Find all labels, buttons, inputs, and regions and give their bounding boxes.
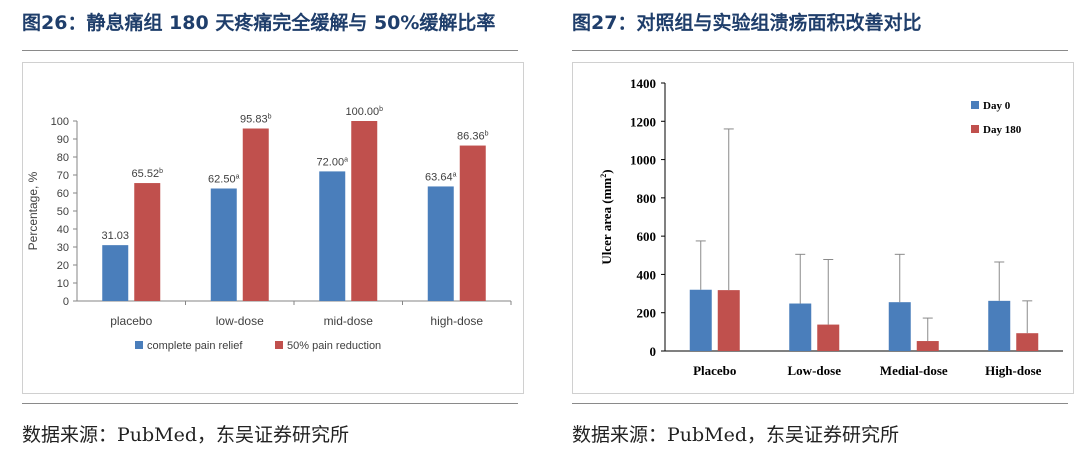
pain-relief-chart-frame: 0 10 20 30 40 50 60 70 80 90 100 Percentage, % place… xyxy=(22,62,524,394)
half-reduction-bar xyxy=(459,145,486,301)
x-category-label: Low-dose xyxy=(788,363,842,378)
y-axis-label-superscript: 2 xyxy=(599,174,608,178)
day0-bar xyxy=(888,302,911,351)
y-tick-label: 800 xyxy=(637,191,657,206)
figure-27-source: 数据来源：PubMed，东吴证券研究所 xyxy=(572,424,900,446)
significance-superscript: a xyxy=(236,174,240,181)
y-tick-label: 10 xyxy=(57,278,69,290)
bar-value-label: 62.50a xyxy=(208,174,240,186)
legend-swatch xyxy=(135,341,143,349)
bottom-divider xyxy=(572,403,1068,404)
day180-bar xyxy=(717,290,740,351)
complete-relief-bar xyxy=(319,171,346,301)
y-tick-label: 0 xyxy=(63,296,69,308)
top-divider xyxy=(572,50,1068,51)
y-tick-label: 1200 xyxy=(630,114,656,129)
y-tick-label: 1400 xyxy=(630,76,656,91)
significance-superscript: b xyxy=(379,106,383,113)
figure-27-panel: 图27：对照组与实验组溃疡面积改善对比 0 200 400 600 800 1000 120… xyxy=(550,0,1080,455)
y-tick-label: 1000 xyxy=(630,153,656,168)
pain-relief-bar-chart: 0 10 20 30 40 50 60 70 80 90 100 Percentage, % place… xyxy=(26,106,512,352)
legend-label: Day 180 xyxy=(983,124,1022,136)
y-axis-label-main: Ulcer area (mm xyxy=(599,178,614,265)
day0-bar xyxy=(988,300,1011,351)
y-tick-label: 90 xyxy=(57,134,69,146)
ulcer-area-chart-frame: 0 200 400 600 800 1000 1200 1400 Ulcer area (mm2… xyxy=(572,62,1074,394)
figure-26-title: 图26：静息痛组 180 天疼痛完全缓解与 50%缓解比率 xyxy=(22,12,496,34)
y-tick-label: 70 xyxy=(57,170,69,182)
legend-swatch xyxy=(971,101,979,109)
x-category-label: low-dose xyxy=(216,314,264,328)
y-tick-label: 60 xyxy=(57,188,69,200)
x-category-label: placebo xyxy=(110,314,152,328)
legend-label: 50% pain reduction xyxy=(287,340,381,352)
y-tick-label: 200 xyxy=(637,306,657,321)
y-tick-label: 20 xyxy=(57,260,69,272)
bar-value-label: 31.03 xyxy=(101,230,129,242)
y-tick-label: 600 xyxy=(637,229,657,244)
x-category-label: high-dose xyxy=(430,314,483,328)
complete-relief-bar xyxy=(427,186,454,301)
significance-superscript: b xyxy=(268,114,272,121)
significance-superscript: b xyxy=(485,131,489,138)
x-category-label: mid-dose xyxy=(324,314,374,328)
bar-value-label: 86.36b xyxy=(457,131,489,143)
figure-27-title: 图27：对照组与实验组溃疡面积改善对比 xyxy=(572,12,922,34)
day0-bar xyxy=(689,289,712,351)
half-reduction-bar xyxy=(242,128,269,301)
ulcer-area-bar-chart: 0 200 400 600 800 1000 1200 1400 Ulcer area (mm2… xyxy=(599,76,1063,378)
y-tick-label: 400 xyxy=(637,267,657,282)
significance-superscript: b xyxy=(159,168,163,175)
y-axis-label-end: ) xyxy=(599,169,614,173)
y-tick-label: 50 xyxy=(57,206,69,218)
legend-label: complete pain relief xyxy=(147,340,243,352)
x-category-label: Placebo xyxy=(693,363,736,378)
bar-value-label: 100.00b xyxy=(345,106,383,118)
half-reduction-bar xyxy=(134,183,161,301)
y-tick-label: 0 xyxy=(650,344,657,359)
x-category-label: High-dose xyxy=(985,363,1042,378)
figure-26-source: 数据来源：PubMed，东吴证券研究所 xyxy=(22,424,350,446)
legend-swatch xyxy=(971,125,979,133)
y-axis-label: Ulcer area (mm2) xyxy=(599,169,614,264)
bar-value-label: 63.64a xyxy=(425,171,457,183)
y-tick-label: 40 xyxy=(57,224,69,236)
day180-bar xyxy=(1016,333,1039,351)
y-axis-label: Percentage, % xyxy=(26,171,40,250)
x-category-label: Medial-dose xyxy=(880,363,948,378)
day180-bar xyxy=(817,324,840,351)
y-tick-label: 30 xyxy=(57,242,69,254)
y-tick-label: 80 xyxy=(57,152,69,164)
significance-superscript: a xyxy=(453,171,457,178)
significance-superscript: a xyxy=(344,156,348,163)
legend-swatch xyxy=(275,341,283,349)
legend-label: Day 0 xyxy=(983,100,1011,112)
bar-value-label: 72.00a xyxy=(317,156,349,168)
y-tick-label: 100 xyxy=(51,116,69,128)
day0-bar xyxy=(789,303,812,351)
day180-bar xyxy=(916,341,939,351)
complete-relief-bar xyxy=(102,245,129,301)
bottom-divider xyxy=(22,403,518,404)
complete-relief-bar xyxy=(210,188,237,301)
bar-value-label: 95.83b xyxy=(240,114,272,126)
half-reduction-bar xyxy=(351,121,378,301)
top-divider xyxy=(22,50,518,51)
figure-26-panel: 图26：静息痛组 180 天疼痛完全缓解与 50%缓解比率 0 10 20 30 40 5… xyxy=(0,0,530,455)
bar-value-label: 65.52b xyxy=(132,168,164,180)
